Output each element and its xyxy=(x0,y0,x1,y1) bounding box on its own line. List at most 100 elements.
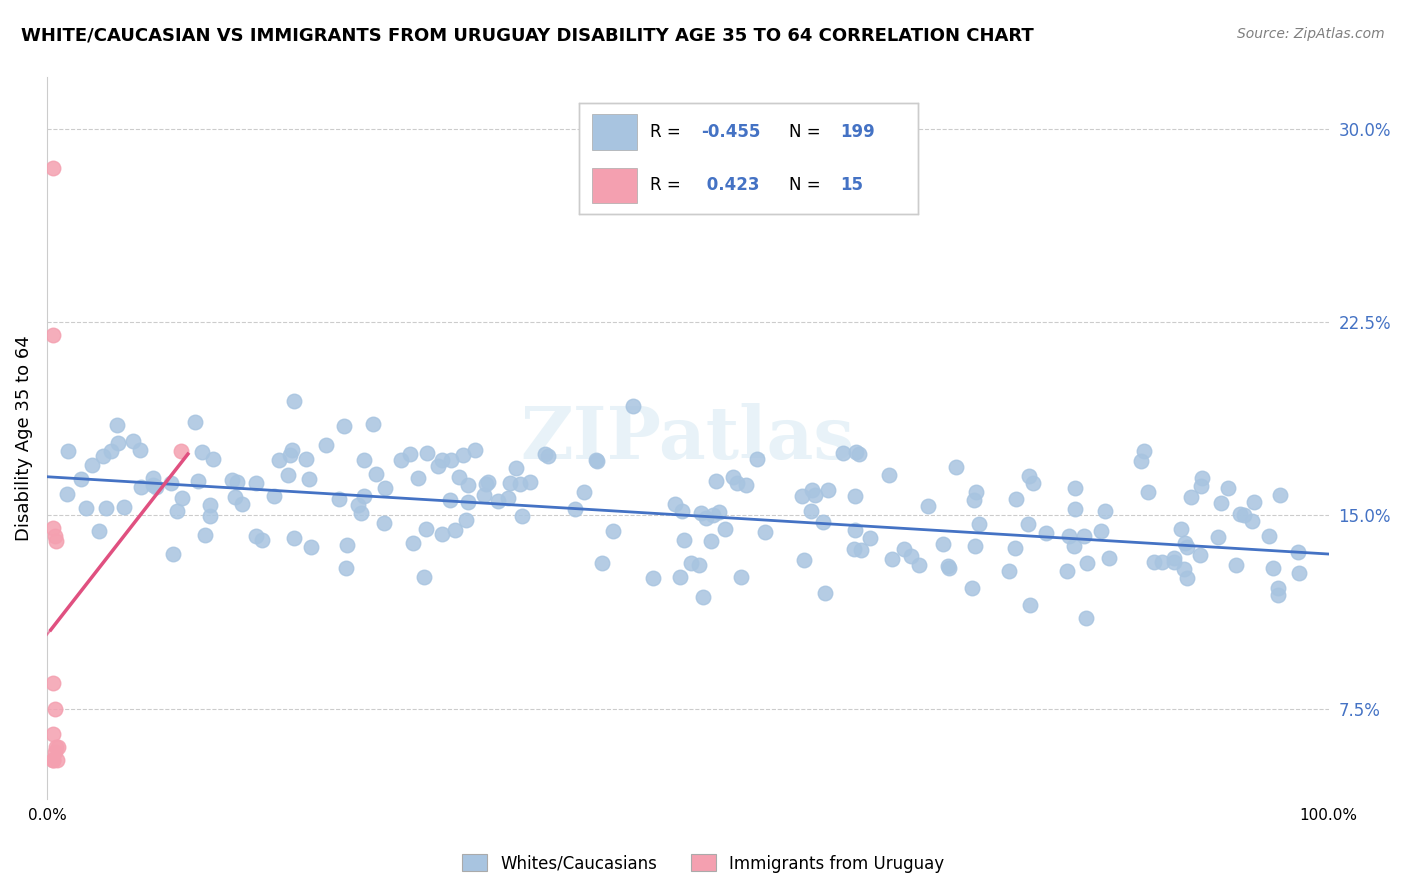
Point xyxy=(1073,529,1095,543)
Point xyxy=(443,523,465,537)
Point xyxy=(361,417,384,431)
Point xyxy=(1267,588,1289,602)
Point xyxy=(45,740,67,755)
Point xyxy=(735,478,758,492)
Point xyxy=(817,483,839,497)
Point xyxy=(814,586,837,600)
Point xyxy=(534,447,557,461)
Point xyxy=(844,524,866,538)
Point xyxy=(692,590,714,604)
Point xyxy=(373,516,395,530)
Point xyxy=(1206,530,1229,544)
Point xyxy=(1170,523,1192,537)
Point xyxy=(848,447,870,461)
Point xyxy=(283,393,305,408)
Point xyxy=(349,506,371,520)
Point xyxy=(1004,541,1026,555)
Point xyxy=(1286,544,1309,558)
Point xyxy=(997,564,1019,578)
Point xyxy=(1064,501,1087,516)
Point xyxy=(1133,443,1156,458)
Point xyxy=(1288,566,1310,580)
Point xyxy=(695,510,717,524)
Point xyxy=(105,418,128,433)
Point xyxy=(793,552,815,566)
Point xyxy=(160,476,183,491)
Point xyxy=(69,472,91,486)
Point xyxy=(142,471,165,485)
Point xyxy=(700,533,723,548)
Point xyxy=(142,477,165,491)
Point xyxy=(162,547,184,561)
Point xyxy=(44,701,66,715)
Point xyxy=(426,459,449,474)
Point xyxy=(42,161,65,175)
Point xyxy=(267,452,290,467)
Point xyxy=(42,753,65,767)
Point xyxy=(908,558,931,573)
Point xyxy=(406,471,429,485)
Point xyxy=(936,558,959,573)
Point xyxy=(859,532,882,546)
Point xyxy=(1175,541,1198,555)
Point xyxy=(664,498,686,512)
Point xyxy=(198,509,221,524)
Point xyxy=(283,531,305,545)
Point xyxy=(412,569,434,583)
Point xyxy=(754,525,776,540)
Point xyxy=(415,522,437,536)
Point xyxy=(55,487,77,501)
Point xyxy=(602,524,624,538)
Point xyxy=(252,533,274,547)
Point xyxy=(1180,490,1202,504)
Point xyxy=(451,448,474,462)
Point xyxy=(335,561,357,575)
Point xyxy=(353,489,375,503)
Point xyxy=(1257,529,1279,543)
Point xyxy=(128,443,150,458)
Point xyxy=(45,534,67,549)
Point xyxy=(721,470,744,484)
Point xyxy=(591,556,613,570)
Point xyxy=(172,491,194,505)
Point xyxy=(91,449,114,463)
Point xyxy=(849,543,872,558)
Point xyxy=(299,540,322,554)
Point xyxy=(44,529,66,543)
Point xyxy=(844,489,866,503)
Point xyxy=(166,504,188,518)
Point xyxy=(585,453,607,467)
Point xyxy=(1090,524,1112,539)
Point xyxy=(690,507,713,521)
Point xyxy=(725,476,748,491)
Point xyxy=(170,444,193,458)
Point xyxy=(486,493,509,508)
Point xyxy=(107,436,129,450)
Point xyxy=(1098,551,1121,566)
Point xyxy=(1216,481,1239,495)
Legend: Whites/Caucasians, Immigrants from Uruguay: Whites/Caucasians, Immigrants from Urugu… xyxy=(456,847,950,880)
Point xyxy=(938,561,960,575)
Point xyxy=(1191,471,1213,485)
Point xyxy=(187,474,209,488)
Point xyxy=(1188,549,1211,563)
Point xyxy=(1270,488,1292,502)
Point xyxy=(1143,554,1166,568)
Point xyxy=(42,753,65,767)
Point xyxy=(440,453,463,467)
Point xyxy=(960,582,983,596)
Point xyxy=(499,476,522,491)
Point xyxy=(811,515,834,529)
Point xyxy=(1243,495,1265,509)
Point xyxy=(1211,496,1233,510)
Point xyxy=(58,444,80,458)
Point xyxy=(790,490,813,504)
Point xyxy=(1094,504,1116,518)
Point xyxy=(730,569,752,583)
Point xyxy=(224,491,246,505)
Point xyxy=(1018,468,1040,483)
Point xyxy=(145,480,167,494)
Point xyxy=(221,473,243,487)
Point xyxy=(42,727,65,741)
Point xyxy=(415,446,437,460)
